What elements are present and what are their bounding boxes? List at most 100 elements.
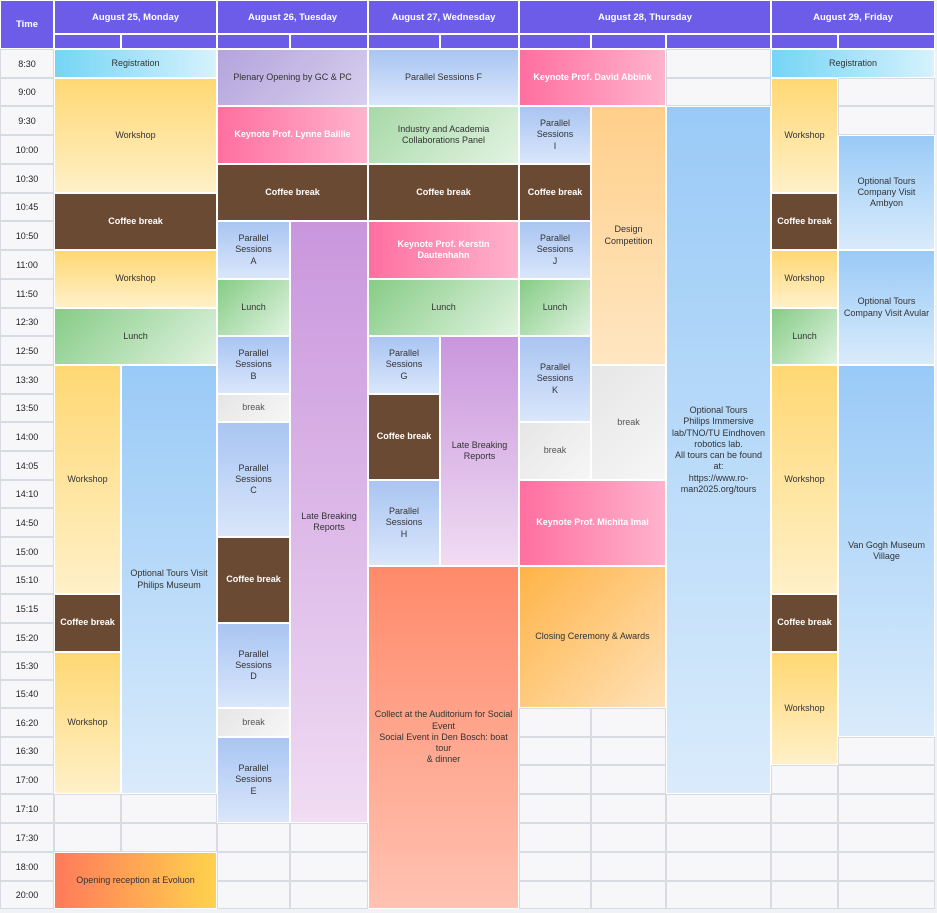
empty-cell [771,881,838,909]
event-plenary-opening[interactable]: Plenary Opening by GC & PC [217,49,368,106]
empty-cell [838,794,935,823]
time-slot: 10:50 [0,221,54,250]
event-coffee-break[interactable]: Coffee break [54,594,121,652]
empty-cell [591,823,666,852]
time-slot: 9:00 [0,78,54,106]
subheader-cell [838,34,935,49]
event-break[interactable]: break [217,394,290,422]
event-parallel-sessions[interactable]: Parallel Sessions A [217,221,290,279]
day-header-tuesday: August 26, Tuesday [217,0,368,34]
event-lunch[interactable]: Lunch [217,279,290,336]
subheader-cell [771,34,838,49]
time-slot: 14:50 [0,508,54,537]
event-coffee-break[interactable]: Coffee break [217,537,290,623]
empty-cell [121,794,217,823]
empty-cell [290,852,368,881]
event-registration[interactable]: Registration [771,49,935,78]
event-workshop[interactable]: Workshop [771,78,838,193]
event-keynote[interactable]: Keynote Prof. Lynne Baillie [217,106,368,164]
subheader-cell [368,34,440,49]
subheader-cell [217,34,290,49]
empty-cell [838,823,935,852]
event-lunch[interactable]: Lunch [54,308,217,365]
event-workshop[interactable]: Workshop [771,365,838,594]
time-slot: 15:40 [0,680,54,708]
subheader-cell [440,34,519,49]
event-workshop[interactable]: Workshop [771,250,838,308]
event-coffee-break[interactable]: Coffee break [519,164,591,221]
empty-cell [290,881,368,909]
day-header-monday: August 25, Monday [54,0,217,34]
event-registration[interactable]: Registration [54,49,217,78]
empty-cell [54,823,121,852]
empty-cell [519,823,591,852]
empty-cell [591,852,666,881]
event-keynote[interactable]: Keynote Prof. Kerstin Dautenhahn [368,221,519,279]
event-optional-tours[interactable]: Optional Tours Company Visit Ambyon [838,135,935,250]
day-header-thursday: August 28, Thursday [519,0,771,34]
time-slot: 10:45 [0,193,54,221]
event-panel[interactable]: Industry and Academia Collaborations Pan… [368,106,519,164]
event-workshop[interactable]: Workshop [54,250,217,308]
time-slot: 12:30 [0,308,54,336]
event-design-competition[interactable]: Design Competition [591,106,666,365]
event-break[interactable]: break [591,365,666,480]
empty-cell [519,794,591,823]
event-opening-reception[interactable]: Opening reception at Evoluon [54,852,217,909]
event-parallel-sessions[interactable]: Parallel Sessions B [217,336,290,394]
event-late-breaking-reports[interactable]: Late Breaking Reports [440,336,519,566]
subheader-cell [519,34,591,49]
event-coffee-break[interactable]: Coffee break [217,164,368,221]
time-slot: 14:10 [0,480,54,508]
time-slot: 15:00 [0,537,54,566]
subheader-cell [121,34,217,49]
event-closing-ceremony[interactable]: Closing Ceremony & Awards [519,566,666,708]
subheader-cell [290,34,368,49]
event-workshop[interactable]: Workshop [771,652,838,765]
event-workshop[interactable]: Workshop [54,365,121,594]
event-workshop[interactable]: Workshop [54,78,217,193]
empty-cell [666,823,771,852]
time-slot: 12:50 [0,336,54,365]
event-break[interactable]: break [217,708,290,737]
empty-cell [519,765,591,794]
empty-cell [666,881,771,909]
event-optional-tours[interactable]: Optional Tours Company Visit Avular [838,250,935,365]
event-coffee-break[interactable]: Coffee break [368,394,440,480]
event-lunch[interactable]: Lunch [368,279,519,336]
event-parallel-sessions[interactable]: Parallel Sessions F [368,49,519,106]
time-slot: 16:20 [0,708,54,737]
empty-cell [217,881,290,909]
event-keynote[interactable]: Keynote Prof. Michita Imai [519,480,666,566]
event-social-event[interactable]: Collect at the Auditorium for Social Eve… [368,566,519,909]
event-lunch[interactable]: Lunch [771,308,838,365]
event-parallel-sessions[interactable]: Parallel Sessions I [519,106,591,164]
event-parallel-sessions[interactable]: Parallel Sessions D [217,623,290,708]
event-optional-tours[interactable]: Optional Tours Visit Philips Museum [121,365,217,794]
event-parallel-sessions[interactable]: Parallel Sessions K [519,336,591,422]
event-parallel-sessions[interactable]: Parallel Sessions H [368,480,440,566]
event-coffee-break[interactable]: Coffee break [368,164,519,221]
subheader-cell [54,34,121,49]
event-parallel-sessions[interactable]: Parallel Sessions J [519,221,591,279]
event-optional-tours[interactable]: Optional Tours Philips Immersive lab/TNO… [666,106,771,794]
event-lunch[interactable]: Lunch [519,279,591,336]
event-parallel-sessions[interactable]: Parallel Sessions E [217,737,290,823]
event-coffee-break[interactable]: Coffee break [771,193,838,250]
time-slot: 11:50 [0,279,54,308]
time-header: Time [0,0,54,49]
empty-cell [217,852,290,881]
empty-cell [666,794,771,823]
event-workshop[interactable]: Workshop [54,652,121,794]
event-coffee-break[interactable]: Coffee break [54,193,217,250]
empty-cell [666,852,771,881]
event-coffee-break[interactable]: Coffee break [771,594,838,652]
event-keynote[interactable]: Keynote Prof. David Abbink [519,49,666,106]
event-late-breaking-reports[interactable]: Late Breaking Reports [290,221,368,823]
event-museum-visit[interactable]: Van Gogh Museum Village [838,365,935,737]
event-parallel-sessions[interactable]: Parallel Sessions G [368,336,440,394]
event-parallel-sessions[interactable]: Parallel Sessions C [217,422,290,537]
empty-cell [771,823,838,852]
event-break[interactable]: break [519,422,591,480]
